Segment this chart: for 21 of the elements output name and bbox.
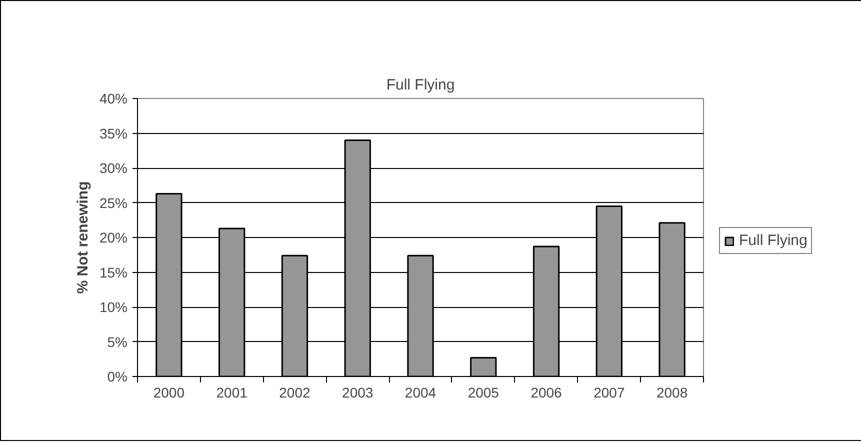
legend-label: Full Flying	[739, 232, 808, 249]
y-tick-label: 20%	[99, 230, 128, 246]
y-tick-label: 25%	[99, 194, 128, 211]
y-axis-title: % Not renewing	[74, 181, 92, 294]
x-tick-label: 2005	[468, 384, 500, 400]
x-tick-label: 2006	[530, 384, 562, 400]
chart-title: Full Flying	[386, 76, 455, 94]
y-tick-label: 10%	[99, 299, 128, 315]
x-tick-label: 2003	[342, 384, 374, 400]
y-tick-label: 15%	[99, 264, 128, 280]
x-tick-label: 2000	[153, 384, 185, 400]
y-tick-label: 5%	[107, 334, 128, 350]
y-tick-label: 35%	[99, 125, 128, 142]
y-tick-label: 40%	[99, 90, 128, 106]
x-tick-label: 2004	[404, 384, 436, 400]
y-tick-label: 0%	[107, 368, 128, 384]
x-tick-label: 2002	[279, 384, 311, 400]
x-tick-label: 2007	[594, 384, 625, 400]
x-tick-label: 2008	[656, 384, 688, 400]
y-tick-label: 30%	[99, 160, 128, 176]
x-tick-label: 2001	[216, 384, 248, 400]
